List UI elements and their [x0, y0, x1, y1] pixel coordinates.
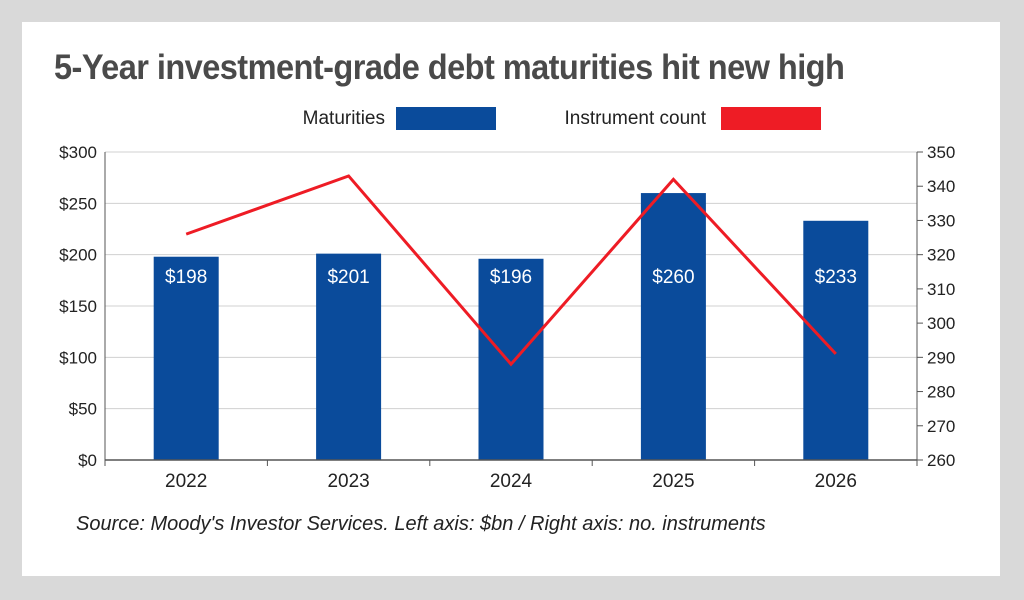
right-tick-label: 300: [927, 314, 955, 333]
right-tick-label: 340: [927, 177, 955, 196]
x-tick-label: 2025: [652, 471, 694, 492]
left-tick-label: $300: [59, 143, 97, 162]
left-tick-label: $150: [59, 297, 97, 316]
legend-label-instrument-count: Instrument count: [564, 108, 706, 129]
x-tick-label: 2023: [327, 471, 369, 492]
bar-value-label: $233: [815, 267, 857, 288]
bar-value-label: $196: [490, 267, 532, 288]
left-tick-label: $50: [69, 400, 97, 419]
source-note: Source: Moody's Investor Services. Left …: [76, 513, 766, 535]
bar-value-label: $201: [327, 267, 369, 288]
chart-card: 5-Year investment-grade debt maturities …: [22, 22, 1000, 576]
chart-plot: $0 $50 $100 $150 $200 $250 $300 260 270 280 290 300…: [59, 107, 955, 492]
left-tick-label: $250: [59, 194, 97, 213]
x-tick-label: 2026: [815, 471, 857, 492]
right-tick-label: 260: [927, 451, 955, 470]
right-tick-label: 350: [927, 143, 955, 162]
bar-value-label: $260: [652, 267, 694, 288]
bar-2022: [153, 256, 219, 460]
x-tick-label: 2024: [490, 471, 533, 492]
right-tick-label: 320: [927, 246, 955, 265]
bar-2024: [478, 258, 544, 460]
left-tick-label: $100: [59, 348, 97, 367]
right-tick-label: 270: [927, 417, 955, 436]
x-tick-label: 2022: [165, 471, 207, 492]
chart-title: 5-Year investment-grade debt maturities …: [54, 48, 845, 87]
bar-2026: [803, 220, 869, 460]
right-tick-label: 280: [927, 383, 955, 402]
bar-2023: [316, 253, 382, 460]
legend-swatch-instrument-count: [721, 107, 821, 130]
left-tick-label: $0: [78, 451, 97, 470]
right-tick-label: 290: [927, 348, 955, 367]
right-tick-label: 310: [927, 280, 955, 299]
right-tick-label: 330: [927, 211, 955, 230]
legend-label-maturities: Maturities: [303, 108, 385, 129]
bar-value-label: $198: [165, 267, 207, 288]
left-tick-label: $200: [59, 246, 97, 265]
legend-swatch-maturities: [396, 107, 496, 130]
bar-2025: [640, 193, 706, 461]
